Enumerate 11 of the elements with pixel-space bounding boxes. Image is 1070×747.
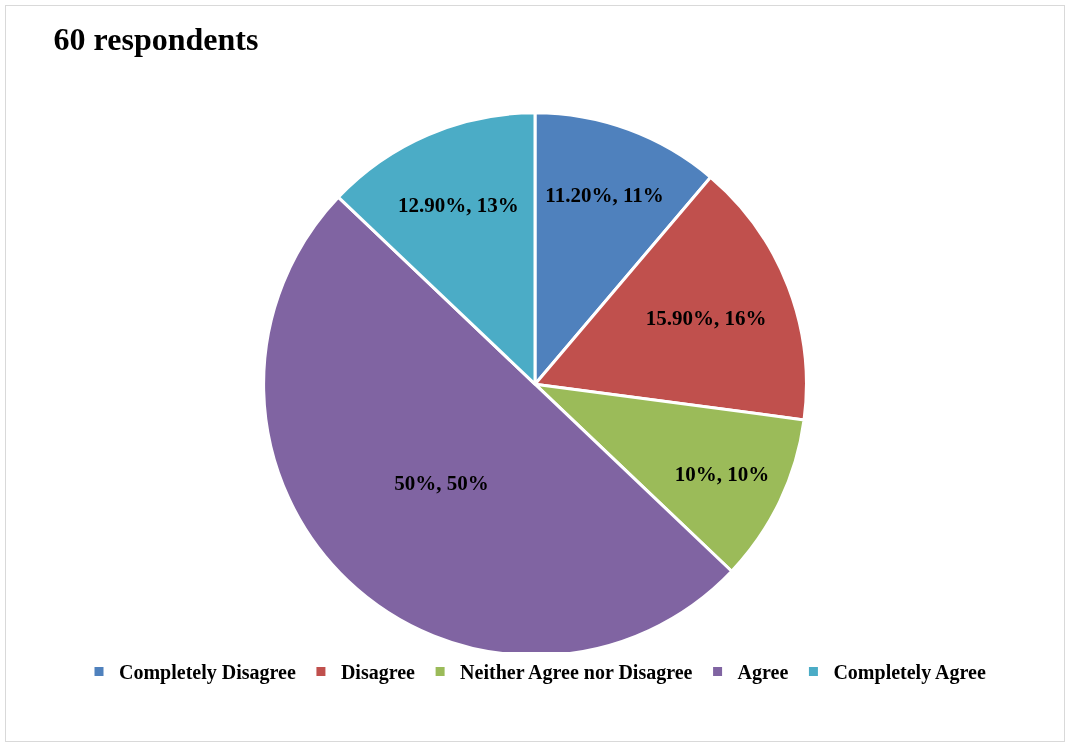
- data-label: 10%, 10%: [674, 461, 770, 486]
- legend-label: Completely Disagree: [119, 661, 296, 685]
- legend-label: Agree: [737, 661, 789, 685]
- legend-label: Completely Agree: [833, 661, 986, 685]
- data-label: 11.20%, 11%: [545, 182, 664, 207]
- data-label: 12.90%, 13%: [397, 193, 519, 218]
- data-label: 15.90%, 16%: [645, 306, 767, 331]
- legend-label: Neither Agree nor Disagree: [460, 661, 693, 685]
- legend-label: Disagree: [340, 661, 416, 685]
- chart-title: 60 respondents: [53, 21, 259, 58]
- data-label: 50%, 50%: [394, 470, 489, 495]
